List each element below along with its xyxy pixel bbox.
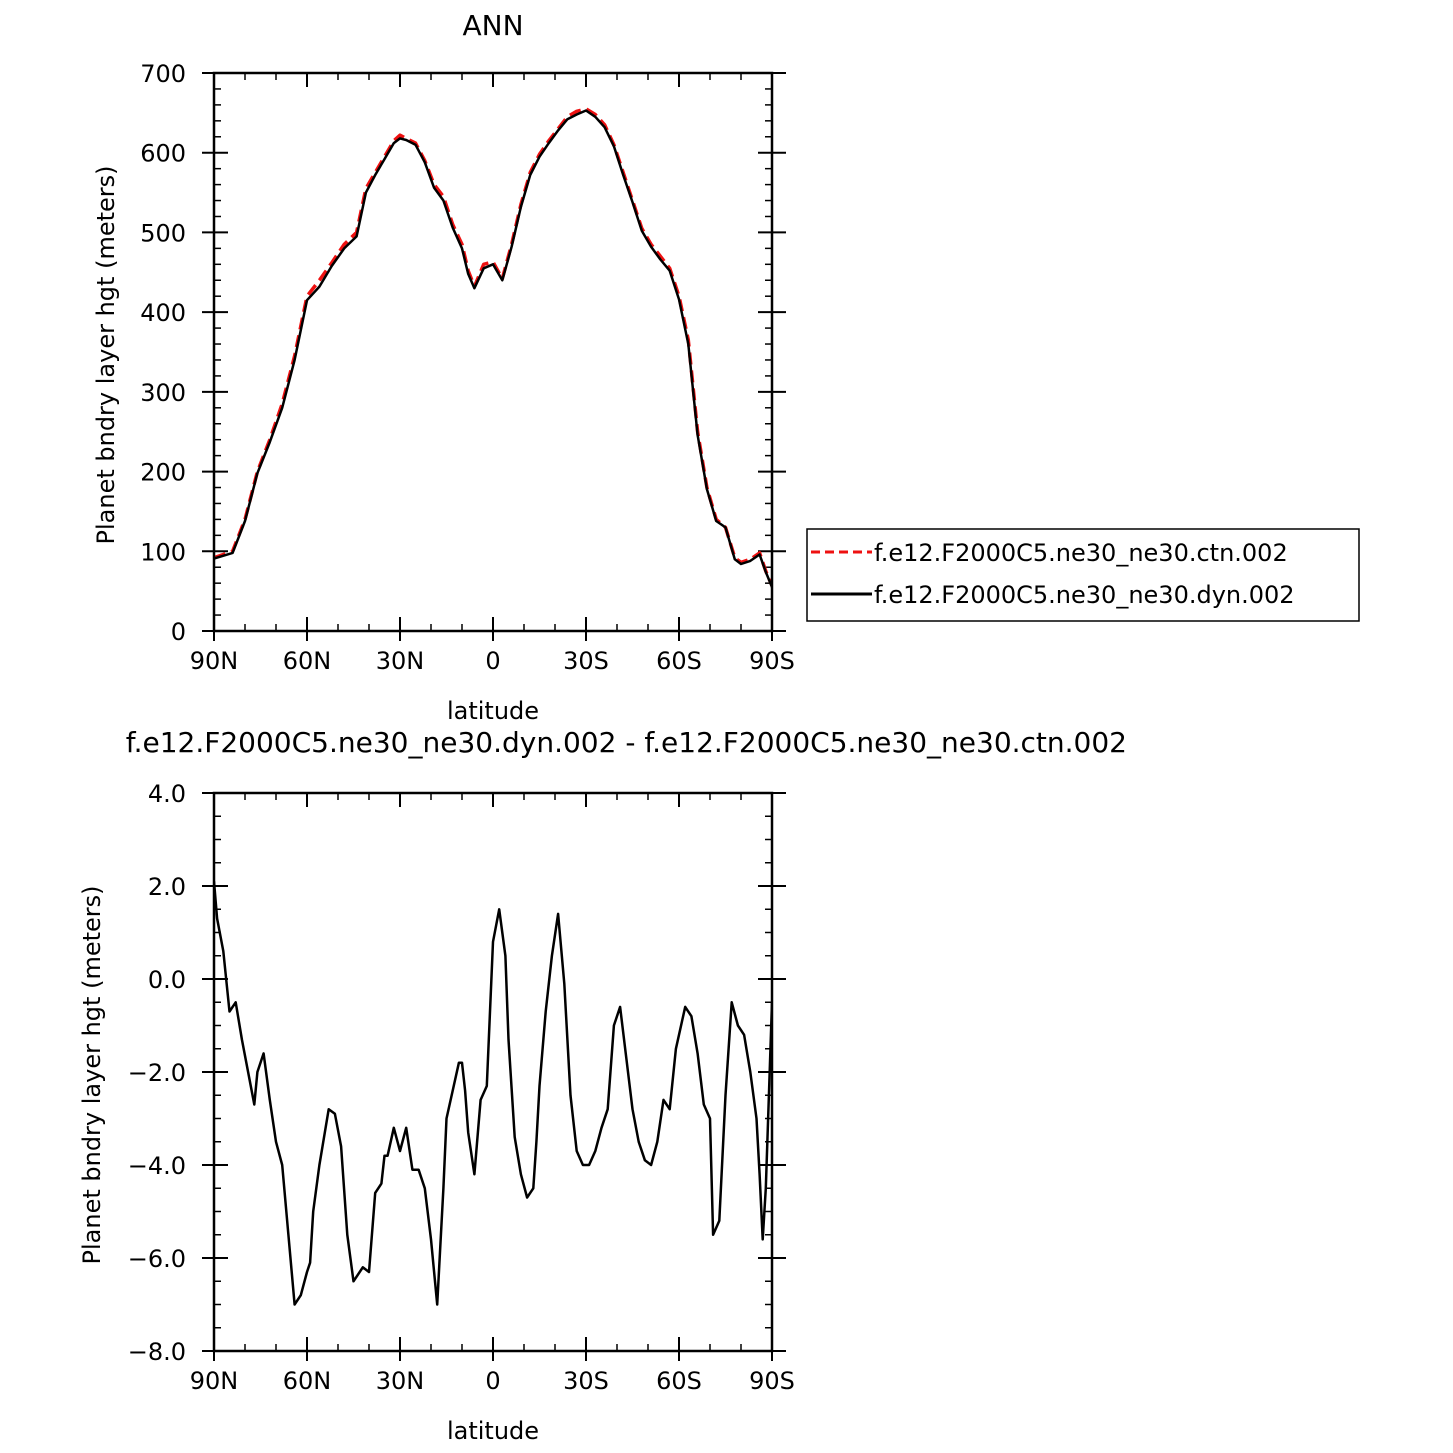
bottom-x-tick-label: 30N xyxy=(376,1367,425,1395)
bottom-y-tick-label: −4.0 xyxy=(128,1152,186,1180)
top-chart: ANN 90N 60N 30N 0 30S 60S 90S 0 100 200 300 400 500 6… xyxy=(92,9,1360,725)
legend-box xyxy=(806,528,1360,622)
top-plot-frame xyxy=(212,71,774,633)
bottom-y-tick-label: −2.0 xyxy=(128,1059,186,1087)
bottom-x-tick-label: 30S xyxy=(563,1367,609,1395)
top-y-tick-label: 500 xyxy=(140,219,186,247)
top-y-tick-label: 100 xyxy=(140,538,186,566)
top-y-tick-label: 700 xyxy=(140,60,186,88)
bottom-tick-group: 90N 60N 30N 0 30S 60S 90S −8.0 −6.0 −4.0 −2.0 0.0 2.… xyxy=(128,780,795,1395)
top-y-tick-label: 400 xyxy=(140,299,186,327)
top-y-axis-label: Planet bndry layer hgt (meters) xyxy=(92,166,120,545)
legend: f.e12.F2000C5.ne30_ne30.ctn.002 f.e12.F2… xyxy=(806,528,1360,622)
top-series-group xyxy=(214,107,772,588)
top-tick-group: 90N 60N 30N 0 30S 60S 90S 0 100 200 300 400 500 600 70… xyxy=(140,60,795,675)
bottom-x-tick-label: 60S xyxy=(656,1367,702,1395)
bottom-y-tick-label: 4.0 xyxy=(148,780,186,808)
top-x-tick-label: 30S xyxy=(563,647,609,675)
bottom-chart-title: f.e12.F2000C5.ne30_ne30.dyn.002 - f.e12.… xyxy=(126,726,1127,759)
bottom-y-tick-label: 2.0 xyxy=(148,873,186,901)
bottom-y-tick-label: −6.0 xyxy=(128,1245,186,1273)
top-x-tick-label: 90S xyxy=(749,647,795,675)
top-x-axis-label: latitude xyxy=(447,697,539,725)
bottom-y-axis-label: Planet bndry layer hgt (meters) xyxy=(78,886,106,1265)
top-y-tick-label: 0 xyxy=(171,618,186,646)
top-y-tick-label: 300 xyxy=(140,379,186,407)
bottom-y-tick-label: −8.0 xyxy=(128,1338,186,1366)
top-x-tick-label: 90N xyxy=(190,647,239,675)
bottom-x-tick-label: 0 xyxy=(485,1367,500,1395)
bottom-x-tick-label: 90S xyxy=(749,1367,795,1395)
bottom-chart: f.e12.F2000C5.ne30_ne30.dyn.002 - f.e12.… xyxy=(78,726,1127,1445)
bottom-x-tick-label: 60N xyxy=(283,1367,332,1395)
bottom-x-tick-label: 90N xyxy=(190,1367,239,1395)
top-series-line-1 xyxy=(214,109,772,588)
top-x-tick-label: 30N xyxy=(376,647,425,675)
top-x-tick-label: 0 xyxy=(485,647,500,675)
top-y-tick-label: 600 xyxy=(140,140,186,168)
top-y-tick-label: 200 xyxy=(140,459,186,487)
bottom-series-group xyxy=(214,881,772,1306)
bottom-plot-frame xyxy=(212,791,774,1353)
bottom-series-line-0 xyxy=(214,881,772,1306)
top-x-tick-label: 60S xyxy=(656,647,702,675)
legend-label-ctn: f.e12.F2000C5.ne30_ne30.ctn.002 xyxy=(874,539,1288,567)
legend-label-dyn: f.e12.F2000C5.ne30_ne30.dyn.002 xyxy=(874,581,1295,609)
top-chart-title: ANN xyxy=(462,9,523,42)
bottom-y-tick-label: 0.0 xyxy=(148,966,186,994)
bottom-x-axis-label: latitude xyxy=(447,1417,539,1445)
top-x-tick-label: 60N xyxy=(283,647,332,675)
